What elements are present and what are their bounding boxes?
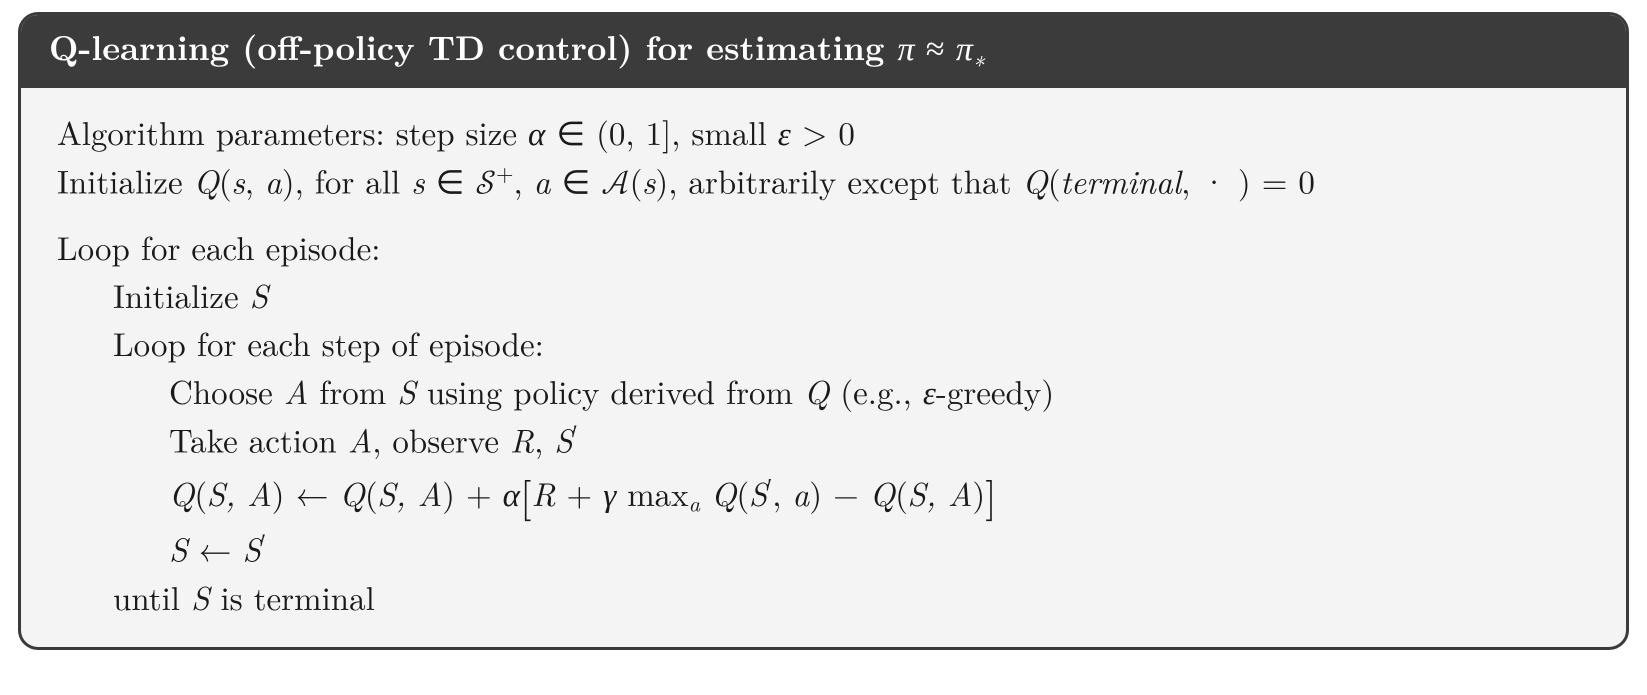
line-params: Algorithm parameters: step size α ∈ (0, … xyxy=(57,108,1590,156)
algorithm-body: Algorithm parameters: step size α ∈ (0, … xyxy=(21,88,1626,647)
line-loop-step: Loop for each step of episode: xyxy=(57,319,1590,367)
line-loop-episode: Loop for each episode: xyxy=(57,223,1590,271)
title-math: π ≈ π∗ xyxy=(897,22,985,70)
line-assign-s: S ← S′ xyxy=(57,524,1590,573)
algorithm-box: Q-learning (off-policy TD control) for e… xyxy=(18,12,1629,650)
line-until: until S is terminal xyxy=(57,573,1590,621)
line-init: Initialize Q(s, a), for all s ∈ 𝒮+, a ∈ … xyxy=(57,156,1590,209)
algorithm-title: Q-learning (off-policy TD control) for e… xyxy=(21,15,1626,88)
line-update: Q(S, A) ← Q(S, A) + α[R + γ maxa Q(S′, a… xyxy=(57,464,1590,524)
line-choose: Choose A from S using policy derived fro… xyxy=(57,367,1590,415)
line-init-s: Initialize S xyxy=(57,271,1590,319)
spacer xyxy=(57,209,1590,223)
title-text: Q-learning (off-policy TD control) for e… xyxy=(49,22,897,71)
line-take: Take action A, observe R, S′ xyxy=(57,415,1590,464)
